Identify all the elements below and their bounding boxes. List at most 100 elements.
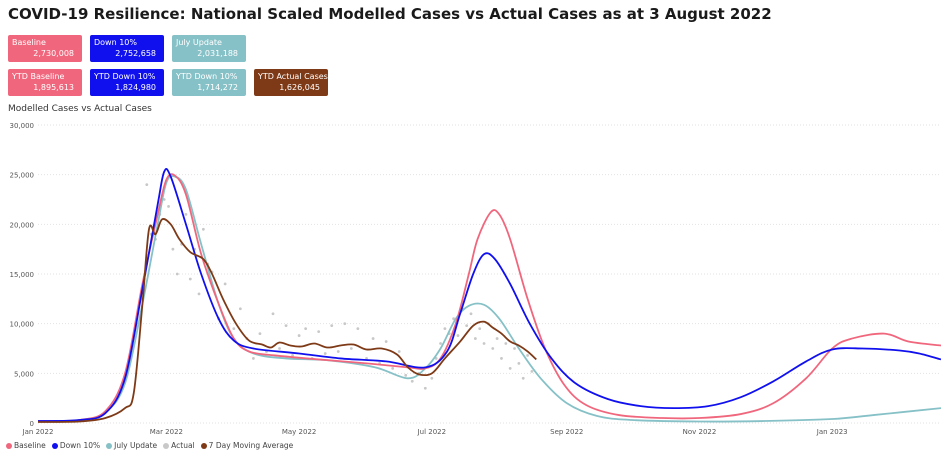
kpi-card-label: YTD Baseline — [12, 72, 65, 81]
actual-point — [469, 312, 473, 316]
actual-point — [517, 362, 521, 365]
x-tick-label: Nov 2022 — [683, 428, 717, 436]
y-axis: 0 5,000 10,000 15,000 20,000 25,000 30,000 — [10, 122, 35, 428]
legend-item-0[interactable]: Baseline — [6, 441, 46, 450]
actual-point — [439, 342, 442, 345]
actual-point — [238, 307, 242, 311]
y-tick-label: 15,000 — [10, 271, 35, 279]
y-tick-label: 20,000 — [10, 221, 35, 229]
actual-point — [410, 379, 414, 383]
kpi-card-value: 2,752,658 — [115, 49, 156, 58]
kpi-row2-card-1: YTD Down 10% 1,824,980 — [90, 69, 164, 96]
legend-label: Baseline — [14, 441, 46, 450]
actual-point — [317, 330, 321, 334]
kpi-row2-card-0: YTD Baseline 1,895,613 — [8, 69, 82, 96]
legend-dot-icon — [6, 442, 12, 449]
kpi-card-value: 1,626,045 — [279, 83, 320, 92]
actual-point — [456, 334, 460, 337]
y-tick-label: 30,000 — [10, 122, 35, 130]
legend-label: Actual — [171, 441, 195, 450]
kpi-card-value: 1,714,272 — [197, 83, 238, 92]
actual-point — [336, 350, 340, 353]
y-tick-label: 5,000 — [14, 370, 34, 378]
page-title: COVID-19 Resilience: National Scaled Mod… — [8, 5, 772, 23]
x-tick-label: Sep 2022 — [550, 428, 583, 436]
actual-point — [482, 342, 486, 345]
legend-item-4[interactable]: 7 Day Moving Average — [200, 441, 294, 450]
kpi-card-value: 2,031,188 — [197, 49, 238, 58]
actual-point — [384, 340, 388, 343]
legend-dot-icon — [51, 442, 58, 449]
x-tick-label: Jan 2023 — [816, 428, 848, 436]
x-tick-label: Jul 2022 — [417, 428, 447, 436]
actual-point — [465, 324, 469, 328]
kpi-card-label: YTD Actual Cases — [258, 72, 328, 81]
chart-legend: Baseline Down 10% July Update Actual 7 Day M… — [6, 441, 293, 450]
kpi-row1-card-0: Baseline 2,730,008 — [8, 35, 82, 62]
actual-point — [423, 386, 427, 390]
legend-dot-icon — [200, 442, 207, 449]
x-tick-label: May 2022 — [282, 428, 317, 436]
series-line-7-day-moving-average — [37, 218, 537, 423]
actual-point — [443, 327, 447, 331]
kpi-card-value: 2,730,008 — [33, 49, 74, 58]
actual-point — [232, 327, 236, 331]
actual-point — [171, 247, 175, 251]
chart-grid — [38, 124, 941, 424]
actual-point — [513, 347, 516, 350]
legend-label: Down 10% — [59, 441, 101, 450]
legend-item-1[interactable]: Down 10% — [51, 441, 101, 450]
series-line-down-10 — [37, 168, 941, 422]
actual-point — [291, 354, 294, 357]
chart-subtitle: Modelled Cases vs Actual Cases — [8, 104, 152, 114]
actual-point — [371, 337, 375, 340]
legend-dot-icon — [106, 442, 113, 449]
kpi-card-label: Down 10% — [94, 38, 137, 47]
kpi-row2-card-2: YTD Down 10% 1,714,272 — [172, 69, 246, 96]
x-axis: Jan 2022 Mar 2022 May 2022 Jul 2022 Sep 2022… — [22, 428, 848, 436]
kpi-card-label: YTD Down 10% — [94, 72, 156, 81]
actual-point — [500, 357, 503, 360]
actual-point — [201, 227, 205, 231]
actual-point — [356, 327, 360, 331]
actual-point — [197, 292, 201, 296]
actual-point — [473, 337, 477, 340]
y-tick-label: 0 — [30, 420, 34, 428]
kpi-row1-card-1: Down 10% 2,752,658 — [90, 35, 164, 62]
actual-point — [343, 322, 347, 326]
series-line-july-update — [37, 175, 941, 423]
kpi-card-value: 1,895,613 — [33, 83, 74, 92]
actual-point — [508, 366, 512, 370]
actual-point — [258, 332, 262, 335]
actual-point — [304, 327, 308, 331]
series-lines — [37, 168, 941, 423]
legend-label: 7 Day Moving Average — [208, 441, 294, 450]
kpi-card-label: Baseline — [12, 38, 46, 47]
legend-label: July Update — [114, 441, 158, 450]
actual-point — [271, 312, 275, 316]
x-tick-label: Mar 2022 — [150, 428, 183, 436]
x-tick-label: Jan 2022 — [22, 428, 54, 436]
actual-point — [278, 347, 281, 350]
y-tick-label: 10,000 — [10, 321, 35, 329]
actual-point — [162, 198, 166, 201]
actual-point — [330, 324, 334, 328]
actual-point — [491, 347, 495, 350]
kpi-row2-card-3: YTD Actual Cases 1,626,045 — [254, 69, 328, 96]
actual-point — [391, 366, 395, 370]
kpi-card-label: July Update — [176, 38, 222, 47]
actual-point — [145, 183, 149, 187]
actual-point — [284, 324, 288, 328]
actual-point — [430, 376, 434, 380]
actual-point — [521, 376, 525, 380]
actual-point — [504, 342, 508, 345]
actual-point — [530, 369, 534, 373]
actual-point — [184, 213, 188, 216]
actual-point — [188, 277, 192, 281]
legend-item-2[interactable]: July Update — [106, 441, 157, 450]
series-line-baseline — [37, 173, 941, 422]
kpi-card-label: YTD Down 10% — [176, 72, 238, 81]
actual-point — [323, 352, 327, 355]
legend-item-3[interactable]: Actual — [163, 441, 195, 450]
